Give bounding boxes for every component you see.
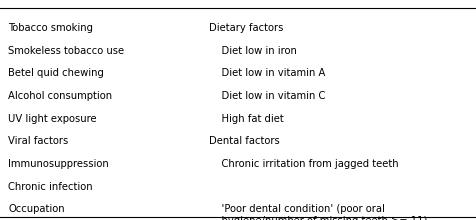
Text: hygiene/number of missing teeth >= 11): hygiene/number of missing teeth >= 11) xyxy=(209,216,428,220)
Text: Diet low in iron: Diet low in iron xyxy=(209,46,298,56)
Text: UV light exposure: UV light exposure xyxy=(8,114,97,124)
Text: Smokeless tobacco use: Smokeless tobacco use xyxy=(8,46,124,56)
Text: Chronic infection: Chronic infection xyxy=(8,182,93,192)
Text: Viral factors: Viral factors xyxy=(8,136,69,146)
Text: Diet low in vitamin C: Diet low in vitamin C xyxy=(209,91,326,101)
Text: Alcohol consumption: Alcohol consumption xyxy=(8,91,112,101)
Text: Immunosuppression: Immunosuppression xyxy=(8,159,109,169)
Text: Dietary factors: Dietary factors xyxy=(209,23,284,33)
Text: Occupation: Occupation xyxy=(8,204,65,214)
Text: Diet low in vitamin A: Diet low in vitamin A xyxy=(209,68,326,78)
Text: High fat diet: High fat diet xyxy=(209,114,284,124)
Text: Betel quid chewing: Betel quid chewing xyxy=(8,68,104,78)
Text: 'Poor dental condition' (poor oral: 'Poor dental condition' (poor oral xyxy=(209,204,385,214)
Text: Dental factors: Dental factors xyxy=(209,136,280,146)
Text: Chronic irritation from jagged teeth: Chronic irritation from jagged teeth xyxy=(209,159,399,169)
Text: Tobacco smoking: Tobacco smoking xyxy=(8,23,93,33)
